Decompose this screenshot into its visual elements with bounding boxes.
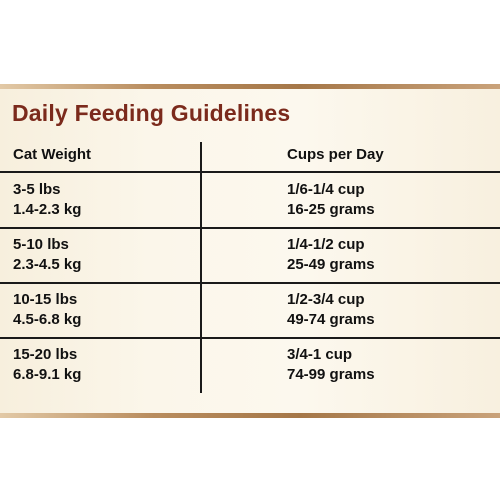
amount-grams: 49-74 grams [287,311,375,328]
weight-lbs: 3-5 lbs [13,181,61,198]
header-cat-weight: Cat Weight [13,146,92,163]
amount-cups: 1/2-3/4 cup [287,291,365,308]
bottom-border-band [0,413,500,418]
amount-cups: 3/4-1 cup [287,346,353,363]
table-row-weight: 3-5 lbs 1.4-2.3 kg [13,180,81,220]
row-divider [0,337,500,339]
row-divider [0,227,500,229]
amount-cups: 1/4-1/2 cup [287,236,365,253]
row-divider [0,282,500,284]
page-title: Daily Feeding Guidelines [12,100,291,126]
header-cups-per-day: Cups per Day [287,146,384,163]
weight-kg: 4.5-6.8 kg [13,311,82,328]
table-row-amount: 1/6-1/4 cup 16-25 grams [287,180,375,220]
weight-lbs: 15-20 lbs [13,346,78,363]
table-row-weight: 10-15 lbs 4.5-6.8 kg [13,290,81,330]
weight-kg: 1.4-2.3 kg [13,201,82,218]
top-border-band [0,84,500,89]
table-row-amount: 1/2-3/4 cup 49-74 grams [287,290,375,330]
column-divider [200,142,202,393]
header-row-divider [0,171,500,173]
amount-grams: 74-99 grams [287,366,375,383]
table-row-amount: 3/4-1 cup 74-99 grams [287,345,375,385]
weight-kg: 2.3-4.5 kg [13,256,82,273]
table-row-weight: 5-10 lbs 2.3-4.5 kg [13,235,81,275]
table-row-amount: 1/4-1/2 cup 25-49 grams [287,235,375,275]
weight-lbs: 5-10 lbs [13,236,69,253]
amount-grams: 16-25 grams [287,201,375,218]
table-row-weight: 15-20 lbs 6.8-9.1 kg [13,345,81,385]
weight-lbs: 10-15 lbs [13,291,78,308]
guidelines-panel [0,84,500,418]
weight-kg: 6.8-9.1 kg [13,366,82,383]
amount-grams: 25-49 grams [287,256,375,273]
amount-cups: 1/6-1/4 cup [287,181,365,198]
